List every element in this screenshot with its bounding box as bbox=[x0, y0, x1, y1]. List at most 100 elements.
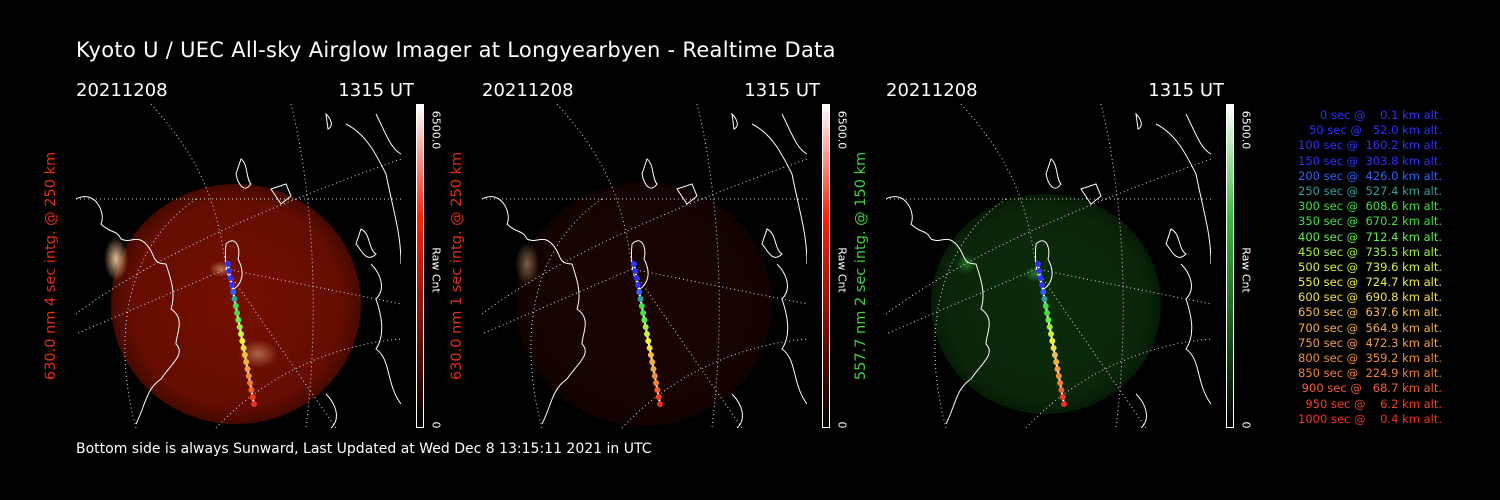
colorbar-min-label: 0 bbox=[1239, 421, 1253, 429]
trajectory-point bbox=[236, 324, 243, 330]
image-panel-2: 20211208 1315 UT 630.0 nm 1 sec intg. @ 25… bbox=[449, 80, 849, 430]
trajectory-point bbox=[241, 352, 248, 358]
trajectory-point bbox=[631, 261, 637, 267]
trajectory-point bbox=[1050, 345, 1057, 351]
trajectory-point bbox=[239, 338, 246, 344]
legend-entry: 350 sec @ 670.2 km alt. bbox=[1294, 214, 1442, 229]
trajectory-point bbox=[1038, 282, 1045, 288]
trajectory-point bbox=[654, 387, 661, 393]
image-panel-3: 20211208 1315 UT 557.7 nm 2 sec intg. @ 15… bbox=[853, 80, 1253, 430]
trajectory-point bbox=[1041, 296, 1048, 302]
trajectory-point bbox=[240, 345, 247, 351]
trajectory-point bbox=[1046, 324, 1053, 330]
wavelength-label: 557.7 nm 2 sec intg. @ 150 km bbox=[853, 151, 869, 381]
trajectory-point bbox=[657, 401, 663, 407]
trajectory-point bbox=[247, 380, 254, 386]
colorbar-min-label: 0 bbox=[835, 421, 849, 429]
trajectory-point bbox=[1037, 275, 1044, 281]
trajectory-point bbox=[633, 275, 640, 281]
trajectory-point bbox=[1061, 401, 1067, 407]
legend-entry: 600 sec @ 690.8 km alt. bbox=[1294, 290, 1442, 305]
legend-entry: 400 sec @ 712.4 km alt. bbox=[1294, 229, 1442, 244]
wavelength-label: 630.0 nm 1 sec intg. @ 250 km bbox=[449, 151, 465, 381]
colorbar bbox=[822, 104, 830, 428]
panel-date: 20211208 bbox=[76, 80, 168, 101]
panel-date: 20211208 bbox=[886, 80, 978, 101]
panel-time: 1315 UT bbox=[338, 80, 414, 101]
trajectory-point bbox=[644, 331, 650, 337]
panel-time: 1315 UT bbox=[1148, 80, 1224, 101]
colorbar-max-label: 6500.0 bbox=[1239, 110, 1253, 150]
rocket-trajectory bbox=[1035, 261, 1067, 407]
legend-entry: 750 sec @ 472.3 km alt. bbox=[1294, 335, 1442, 350]
trajectory-point bbox=[225, 261, 231, 267]
legend-entry: 900 sec @ 68.7 km alt. bbox=[1298, 381, 1442, 396]
trajectory-point bbox=[1059, 394, 1066, 400]
legend-entry: 650 sec @ 637.6 km alt. bbox=[1294, 305, 1442, 320]
legend-entry: 250 sec @ 527.4 km alt. bbox=[1294, 183, 1442, 198]
trajectory-point bbox=[632, 268, 639, 274]
trajectory-point bbox=[640, 310, 647, 316]
trajectory-point bbox=[251, 401, 257, 407]
trajectory-point bbox=[248, 387, 255, 393]
allsky-map-svg bbox=[886, 104, 1211, 428]
trajectory-point bbox=[235, 317, 242, 323]
trajectory-point bbox=[1042, 303, 1049, 309]
trajectory-point bbox=[238, 331, 244, 337]
rocket-trajectory bbox=[631, 261, 663, 407]
trajectory-point bbox=[243, 359, 250, 365]
trajectory-point bbox=[227, 275, 234, 281]
legend-entry: 0 sec @ 0.1 km alt. bbox=[1309, 108, 1442, 122]
trajectory-point bbox=[230, 289, 237, 295]
colorbar-min-label: 0 bbox=[429, 421, 443, 429]
legend-entry: 850 sec @ 224.9 km alt. bbox=[1294, 366, 1442, 381]
trajectory-point bbox=[641, 317, 648, 323]
coastlines bbox=[76, 112, 401, 428]
graticule bbox=[76, 104, 401, 428]
legend-entry: 300 sec @ 608.6 km alt. bbox=[1294, 199, 1442, 214]
trajectory-point bbox=[1053, 359, 1060, 365]
allsky-image bbox=[482, 104, 807, 428]
trajectory-point bbox=[1045, 317, 1052, 323]
legend-entry: 1000 sec @ 0.4 km alt. bbox=[1298, 411, 1442, 426]
trajectory-point bbox=[1036, 268, 1043, 274]
colorbar-unit-label: Raw Cnt bbox=[1239, 247, 1253, 293]
legend-entry: 950 sec @ 6.2 km alt. bbox=[1301, 396, 1442, 411]
graticule bbox=[482, 104, 807, 428]
legend-entry: 150 sec @ 303.8 km alt. bbox=[1294, 153, 1442, 168]
page-title: Kyoto U / UEC All-sky Airglow Imager at … bbox=[76, 38, 836, 62]
trajectory-point bbox=[249, 394, 256, 400]
trajectory-point bbox=[1048, 331, 1054, 337]
trajectory-point bbox=[636, 289, 643, 295]
graticule bbox=[886, 104, 1211, 428]
allsky-map-svg bbox=[76, 104, 401, 428]
allsky-image bbox=[886, 104, 1211, 428]
trajectory-point bbox=[1054, 366, 1061, 372]
legend-entry: 800 sec @ 359.2 km alt. bbox=[1294, 351, 1442, 365]
rocket-trajectory bbox=[225, 261, 257, 407]
trajectory-point bbox=[1049, 338, 1056, 344]
trajectory-point bbox=[1057, 380, 1064, 386]
legend-entry: 450 sec @ 735.5 km alt. bbox=[1294, 244, 1442, 259]
trajectory-point bbox=[228, 282, 235, 288]
trajectory-point bbox=[646, 345, 653, 351]
panel-time: 1315 UT bbox=[744, 80, 820, 101]
trajectory-point bbox=[637, 296, 644, 302]
trajectory-point bbox=[245, 373, 252, 379]
trajectory-point bbox=[231, 296, 238, 302]
legend-entry: 100 sec @ 160.2 km alt. bbox=[1294, 138, 1442, 153]
trajectory-legend: 0 sec @ 0.1 km alt. 50 sec @ 52.0 km alt… bbox=[1262, 108, 1442, 427]
image-panel-1: 20211208 1315 UT 630.0 nm 4 sec intg. @ 25… bbox=[43, 80, 443, 430]
trajectory-point bbox=[1040, 289, 1047, 295]
legend-entry: 700 sec @ 564.9 km alt. bbox=[1294, 320, 1442, 335]
coastlines bbox=[482, 112, 807, 428]
colorbar-max-label: 6500.0 bbox=[835, 110, 849, 150]
trajectory-point bbox=[651, 373, 658, 379]
trajectory-point bbox=[647, 352, 654, 358]
colorbar-unit-label: Raw Cnt bbox=[835, 247, 849, 293]
trajectory-point bbox=[645, 338, 652, 344]
colorbar bbox=[1226, 104, 1234, 428]
trajectory-point bbox=[1058, 387, 1065, 393]
trajectory-point bbox=[653, 380, 660, 386]
trajectory-point bbox=[1051, 352, 1058, 358]
